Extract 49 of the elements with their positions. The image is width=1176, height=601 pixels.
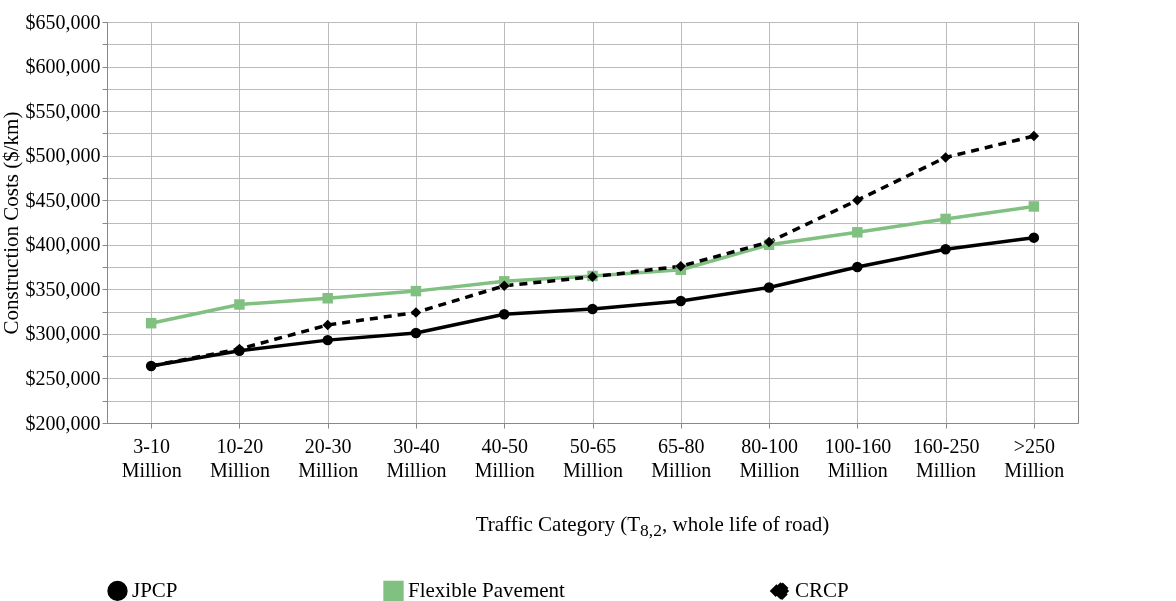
point [587, 303, 598, 315]
point [852, 261, 863, 273]
legend-label: CRCP [795, 577, 849, 601]
x-axis-title: Traffic Category (T$_{8,2}$, whole life of road) [474, 512, 831, 542]
point [940, 213, 951, 225]
point [1028, 232, 1040, 243]
y-tick-label: $600,000 [25, 55, 101, 78]
point [322, 293, 333, 304]
point [498, 309, 510, 320]
point [410, 285, 422, 297]
y-axis-title: Construction Costs ($/km) [0, 111, 23, 335]
y-tick-label: $500,000 [25, 144, 101, 167]
x-tick-label: 40-50 Million [474, 434, 535, 481]
y-tick-label: $450,000 [25, 188, 101, 211]
point [498, 280, 510, 292]
y-tick-label: $200,000 [25, 411, 101, 434]
point [410, 327, 422, 339]
x-tick-label: 20-30 Million [298, 434, 359, 481]
x-tick-label: 100-160 Million [824, 434, 892, 481]
point [763, 282, 775, 293]
y-tick-label: $300,000 [25, 322, 101, 345]
point [1028, 201, 1040, 212]
point [1028, 130, 1040, 142]
point [675, 295, 687, 307]
point [322, 334, 333, 346]
point [410, 307, 422, 318]
x-tick-label: 30-40 Million [386, 434, 447, 481]
y-tick-label: $400,000 [25, 233, 101, 256]
point [852, 227, 863, 238]
point [675, 260, 687, 272]
x-tick-label: 50-65 Million [562, 434, 624, 481]
point [940, 244, 951, 255]
y-tick-label: $550,000 [25, 99, 101, 122]
x-tick-label: 65-80 Million [651, 434, 712, 481]
legend-label: Flexible Pavement [408, 577, 566, 601]
y-tick-label: $350,000 [25, 277, 101, 300]
y-tick-label: $650,000 [25, 10, 101, 33]
x-tick-label: 80-100 Million [739, 434, 800, 481]
x-tick-label: 3-10 Million [121, 434, 182, 481]
point [852, 194, 863, 206]
y-tick-label: $250,000 [25, 366, 101, 389]
legend-label: JPCP [132, 577, 178, 601]
point [940, 152, 951, 163]
x-tick-label: >250 Million [1004, 434, 1065, 481]
point [322, 319, 333, 331]
x-tick-label: 160-250 Million [912, 434, 980, 481]
point [234, 299, 245, 310]
point [145, 317, 157, 329]
x-tick-label: 10-20 Million [209, 434, 270, 481]
